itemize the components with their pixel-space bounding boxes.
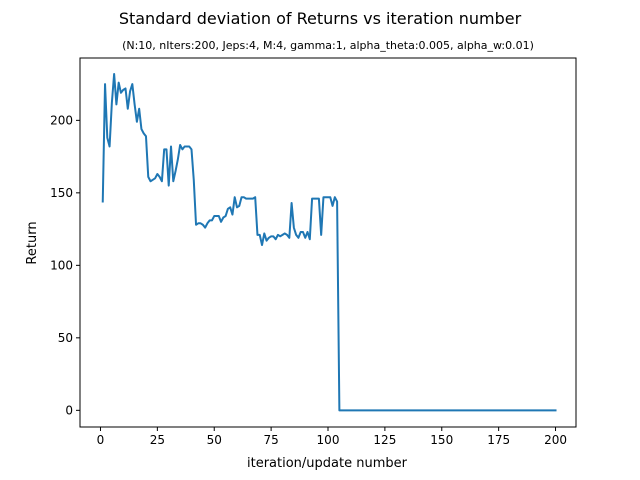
x-tick-label: 100	[317, 433, 340, 447]
y-axis-label: Return	[25, 221, 40, 264]
y-tick-label: 0	[65, 403, 73, 417]
y-tick-label: 150	[50, 186, 73, 200]
x-tick-label: 200	[544, 433, 567, 447]
series-line	[101, 72, 557, 412]
x-tick-label: 25	[150, 433, 165, 447]
x-tick-label: 75	[263, 433, 278, 447]
x-tick-label: 175	[487, 433, 510, 447]
plot-area: 0 25 50 75 100 125 150 175 200 0 50 100 150 200	[50, 57, 577, 447]
x-tick-label: 125	[373, 433, 396, 447]
x-tick-label: 0	[97, 433, 105, 447]
y-tick-label: 50	[58, 331, 73, 345]
y-tick-label: 200	[50, 113, 73, 127]
y-tick-label: 100	[50, 258, 73, 272]
y-axis-ticks: 0 50 100 150 200	[50, 113, 80, 417]
chart-subtitle: (N:10, nIters:200, Jeps:4, M:4, gamma:1,…	[122, 39, 534, 52]
x-axis-label: iteration/update number	[247, 456, 408, 471]
x-tick-label: 150	[430, 433, 453, 447]
x-axis-ticks: 0 25 50 75 100 125 150 175 200	[97, 427, 567, 447]
chart-title: Standard deviation of Returns vs iterati…	[119, 9, 522, 28]
x-tick-label: 50	[207, 433, 222, 447]
